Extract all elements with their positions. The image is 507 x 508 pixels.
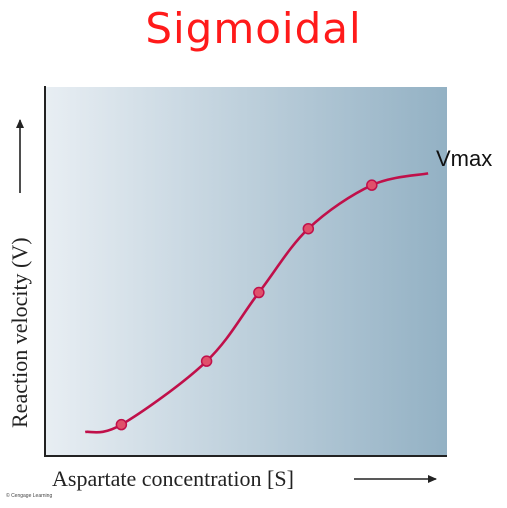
plot-area-background <box>45 87 447 456</box>
data-point <box>302 222 315 235</box>
y-axis-label: Reaction velocity (V) <box>7 237 32 428</box>
vmax-annotation: Vmax <box>436 146 492 171</box>
chart-title: Sigmoidal <box>145 4 362 53</box>
data-point <box>253 286 265 299</box>
data-point <box>366 179 378 191</box>
copyright-notice: © Cengage Learning <box>6 493 53 499</box>
data-point <box>200 355 213 367</box>
data-point <box>115 418 128 431</box>
x-axis-label: Aspartate concentration [S] <box>52 466 294 491</box>
